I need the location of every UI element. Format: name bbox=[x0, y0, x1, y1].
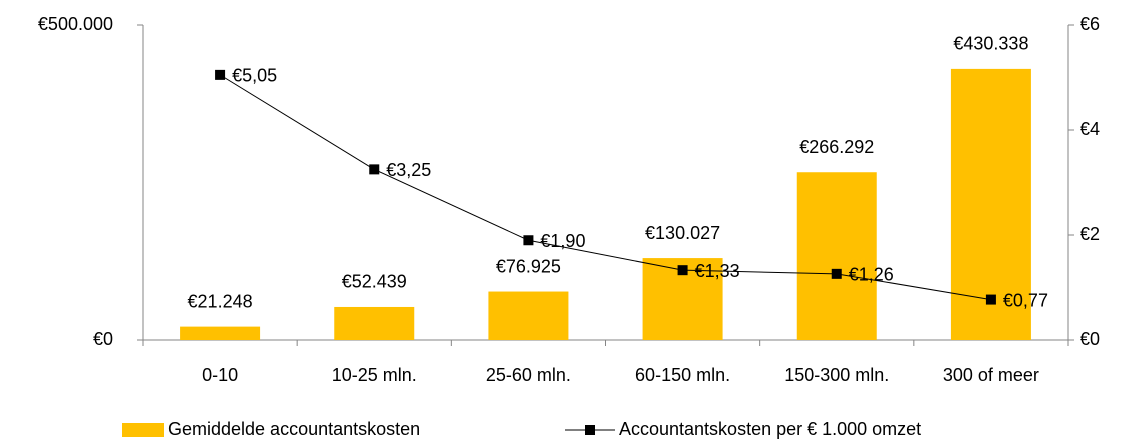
line-marker bbox=[369, 164, 380, 175]
bar bbox=[796, 172, 877, 340]
line-value-label: €1,33 bbox=[695, 261, 740, 281]
legend-swatch bbox=[122, 423, 164, 437]
x-tick-label: 300 of meer bbox=[943, 365, 1039, 385]
line bbox=[219, 74, 991, 301]
bar bbox=[180, 326, 261, 340]
bar-value-label: €266.292 bbox=[799, 137, 874, 157]
x-tick-label: 150-300 mln. bbox=[784, 365, 889, 385]
bar-value-label: €76.925 bbox=[496, 256, 561, 276]
line-marker bbox=[215, 69, 226, 80]
y-tick-label: €500.000 bbox=[38, 14, 113, 34]
line-marker bbox=[677, 265, 688, 276]
y2-tick-label: €0 bbox=[1080, 329, 1100, 349]
bar-value-label: €21.248 bbox=[188, 291, 253, 311]
legend-marker bbox=[585, 425, 595, 435]
line-value-label: €1,26 bbox=[849, 265, 894, 285]
line-value-label: €5,05 bbox=[232, 66, 277, 86]
legend-label: Gemiddelde accountantskosten bbox=[168, 419, 420, 439]
bar bbox=[334, 306, 415, 340]
line-marker bbox=[523, 235, 534, 246]
x-tick-label: 0-10 bbox=[202, 365, 238, 385]
y2-tick-label: €4 bbox=[1080, 119, 1100, 139]
bar-value-label: €52.439 bbox=[342, 272, 407, 292]
line-value-label: €3,25 bbox=[386, 160, 431, 180]
line-marker bbox=[985, 294, 996, 305]
y-tick-label: €0 bbox=[93, 329, 113, 349]
legend-label: Accountantskosten per € 1.000 omzet bbox=[619, 419, 921, 439]
line-value-label: €0,77 bbox=[1003, 290, 1048, 310]
line-value-label: €1,90 bbox=[540, 231, 585, 251]
bar-value-label: €430.338 bbox=[953, 34, 1028, 54]
y2-tick-label: €2 bbox=[1080, 224, 1100, 244]
bar-value-label: €130.027 bbox=[645, 223, 720, 243]
x-tick-label: 10-25 mln. bbox=[332, 365, 417, 385]
x-tick-label: 60-150 mln. bbox=[635, 365, 730, 385]
bar bbox=[488, 291, 569, 340]
y2-tick-label: €6 bbox=[1080, 14, 1100, 34]
line-marker bbox=[831, 268, 842, 279]
x-tick-label: 25-60 mln. bbox=[486, 365, 571, 385]
